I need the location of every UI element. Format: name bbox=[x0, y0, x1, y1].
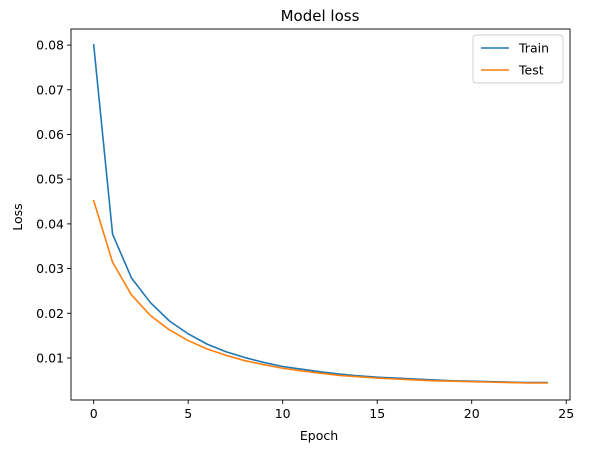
y-tick-label: 0.06 bbox=[36, 127, 64, 142]
y-tick-label: 0.03 bbox=[36, 261, 64, 276]
x-tick-label: 20 bbox=[464, 406, 480, 421]
series-lines bbox=[92, 43, 549, 384]
x-tick-label: 10 bbox=[275, 406, 291, 421]
y-axis-label: Loss bbox=[10, 203, 25, 230]
y-tick-label: 0.07 bbox=[36, 82, 64, 97]
x-tick-label: 15 bbox=[369, 406, 385, 421]
x-tick-label: 25 bbox=[558, 406, 574, 421]
x-axis: 0 5 10 15 20 25 bbox=[90, 400, 574, 421]
x-axis-label: Epoch bbox=[300, 428, 338, 443]
x-tick-label: 0 bbox=[90, 406, 98, 421]
series-line-test bbox=[92, 199, 549, 384]
legend: Train Test bbox=[472, 34, 564, 84]
y-tick-label: 0.04 bbox=[36, 216, 64, 231]
y-tick-label: 0.05 bbox=[36, 172, 64, 187]
plot-frame bbox=[70, 28, 571, 401]
y-tick-label: 0.02 bbox=[36, 306, 64, 321]
legend-label-train: Train bbox=[518, 41, 549, 56]
y-axis: 0.01 0.02 0.03 0.04 0.05 0.06 0.07 0.08 bbox=[36, 38, 71, 365]
plot-area bbox=[70, 28, 571, 401]
chart-title: Model loss bbox=[281, 7, 360, 25]
series-line-train bbox=[92, 43, 549, 384]
legend-label-test: Test bbox=[518, 63, 544, 78]
x-tick-label: 5 bbox=[184, 406, 192, 421]
legend-box bbox=[472, 34, 564, 84]
y-tick-label: 0.08 bbox=[36, 38, 64, 53]
y-tick-label: 0.01 bbox=[36, 350, 64, 365]
